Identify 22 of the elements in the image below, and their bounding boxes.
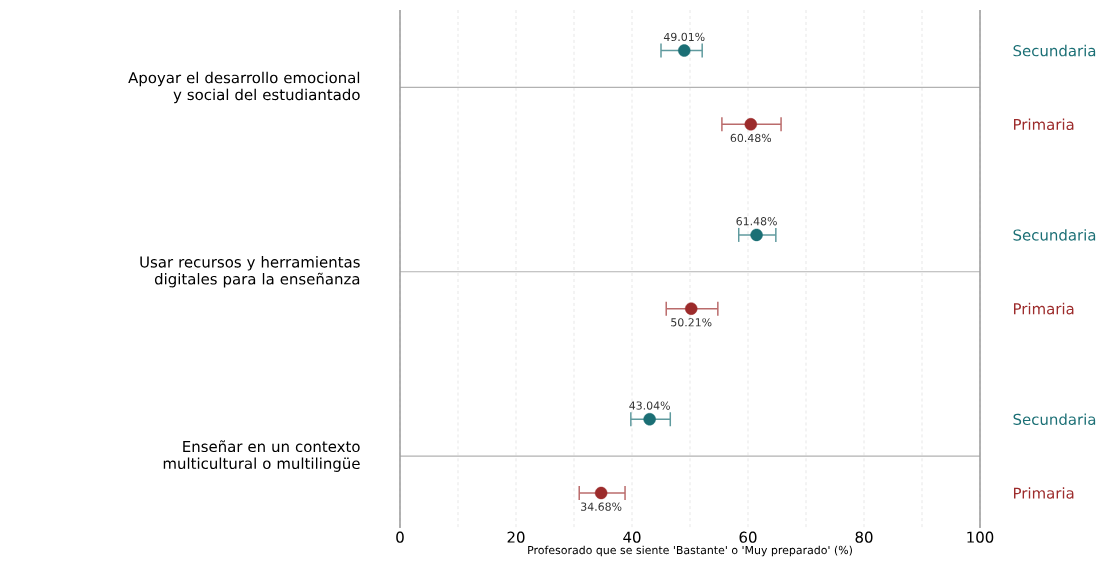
y-tick-label: Usar recursos y herramientas digitales para la enseñanza	[140, 256, 360, 288]
data-label: 61.48%	[736, 217, 777, 226]
text: Secundaria	[1013, 44, 1096, 57]
data-label: 34.68%	[581, 502, 622, 511]
x-tick-label: 60	[739, 531, 757, 543]
text: Primaria	[1014, 487, 1074, 499]
x-tick-label: 40	[623, 531, 641, 543]
x-tick-label: 0	[396, 531, 404, 543]
x-tick-label: 20	[507, 531, 525, 543]
text: Secundaria	[1013, 413, 1096, 426]
data-label: 50.21%	[671, 318, 712, 327]
data-label: 60.48%	[730, 133, 772, 143]
data-label: 43.04%	[629, 401, 670, 410]
y-tick-label: Apoyar el desarrollo emocional y social del estudiantado	[128, 71, 360, 104]
data-label: 49.01%	[663, 32, 705, 42]
text: Secundaria	[1013, 229, 1096, 241]
x-tick-label: 80	[855, 531, 873, 543]
text: Primaria	[1014, 118, 1074, 131]
text: Primaria	[1014, 302, 1074, 315]
x-axis-title: Profesorado que se siente 'Bastante' o 'Muy preparado' (%)	[528, 545, 852, 557]
x-tick-label: 100	[967, 531, 994, 543]
y-tick-label: Enseñar en un contexto multicultural o multilingüe	[163, 440, 360, 472]
